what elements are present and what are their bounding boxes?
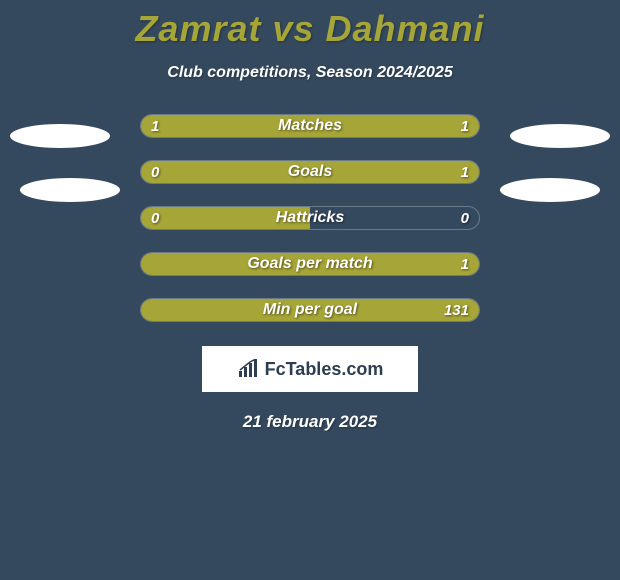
stat-label: Goals per match — [141, 253, 479, 275]
site-logo[interactable]: FcTables.com — [202, 346, 418, 392]
stat-row: 1Goals per match — [140, 252, 480, 276]
chart-icon — [237, 359, 259, 379]
stat-label: Matches — [141, 115, 479, 137]
stat-row: 11Matches — [140, 114, 480, 138]
placeholder-ellipse — [20, 178, 120, 202]
placeholder-ellipse — [510, 124, 610, 148]
stat-label: Goals — [141, 161, 479, 183]
placeholder-ellipse — [500, 178, 600, 202]
page-subtitle: Club competitions, Season 2024/2025 — [0, 64, 620, 82]
page-title: Zamrat vs Dahmani — [0, 0, 620, 50]
stat-row: 131Min per goal — [140, 298, 480, 322]
logo-text: FcTables.com — [265, 359, 384, 380]
placeholder-ellipse — [10, 124, 110, 148]
stat-row: 01Goals — [140, 160, 480, 184]
stat-label: Hattricks — [141, 207, 479, 229]
date-label: 21 february 2025 — [0, 412, 620, 432]
stat-row: 00Hattricks — [140, 206, 480, 230]
stat-label: Min per goal — [141, 299, 479, 321]
